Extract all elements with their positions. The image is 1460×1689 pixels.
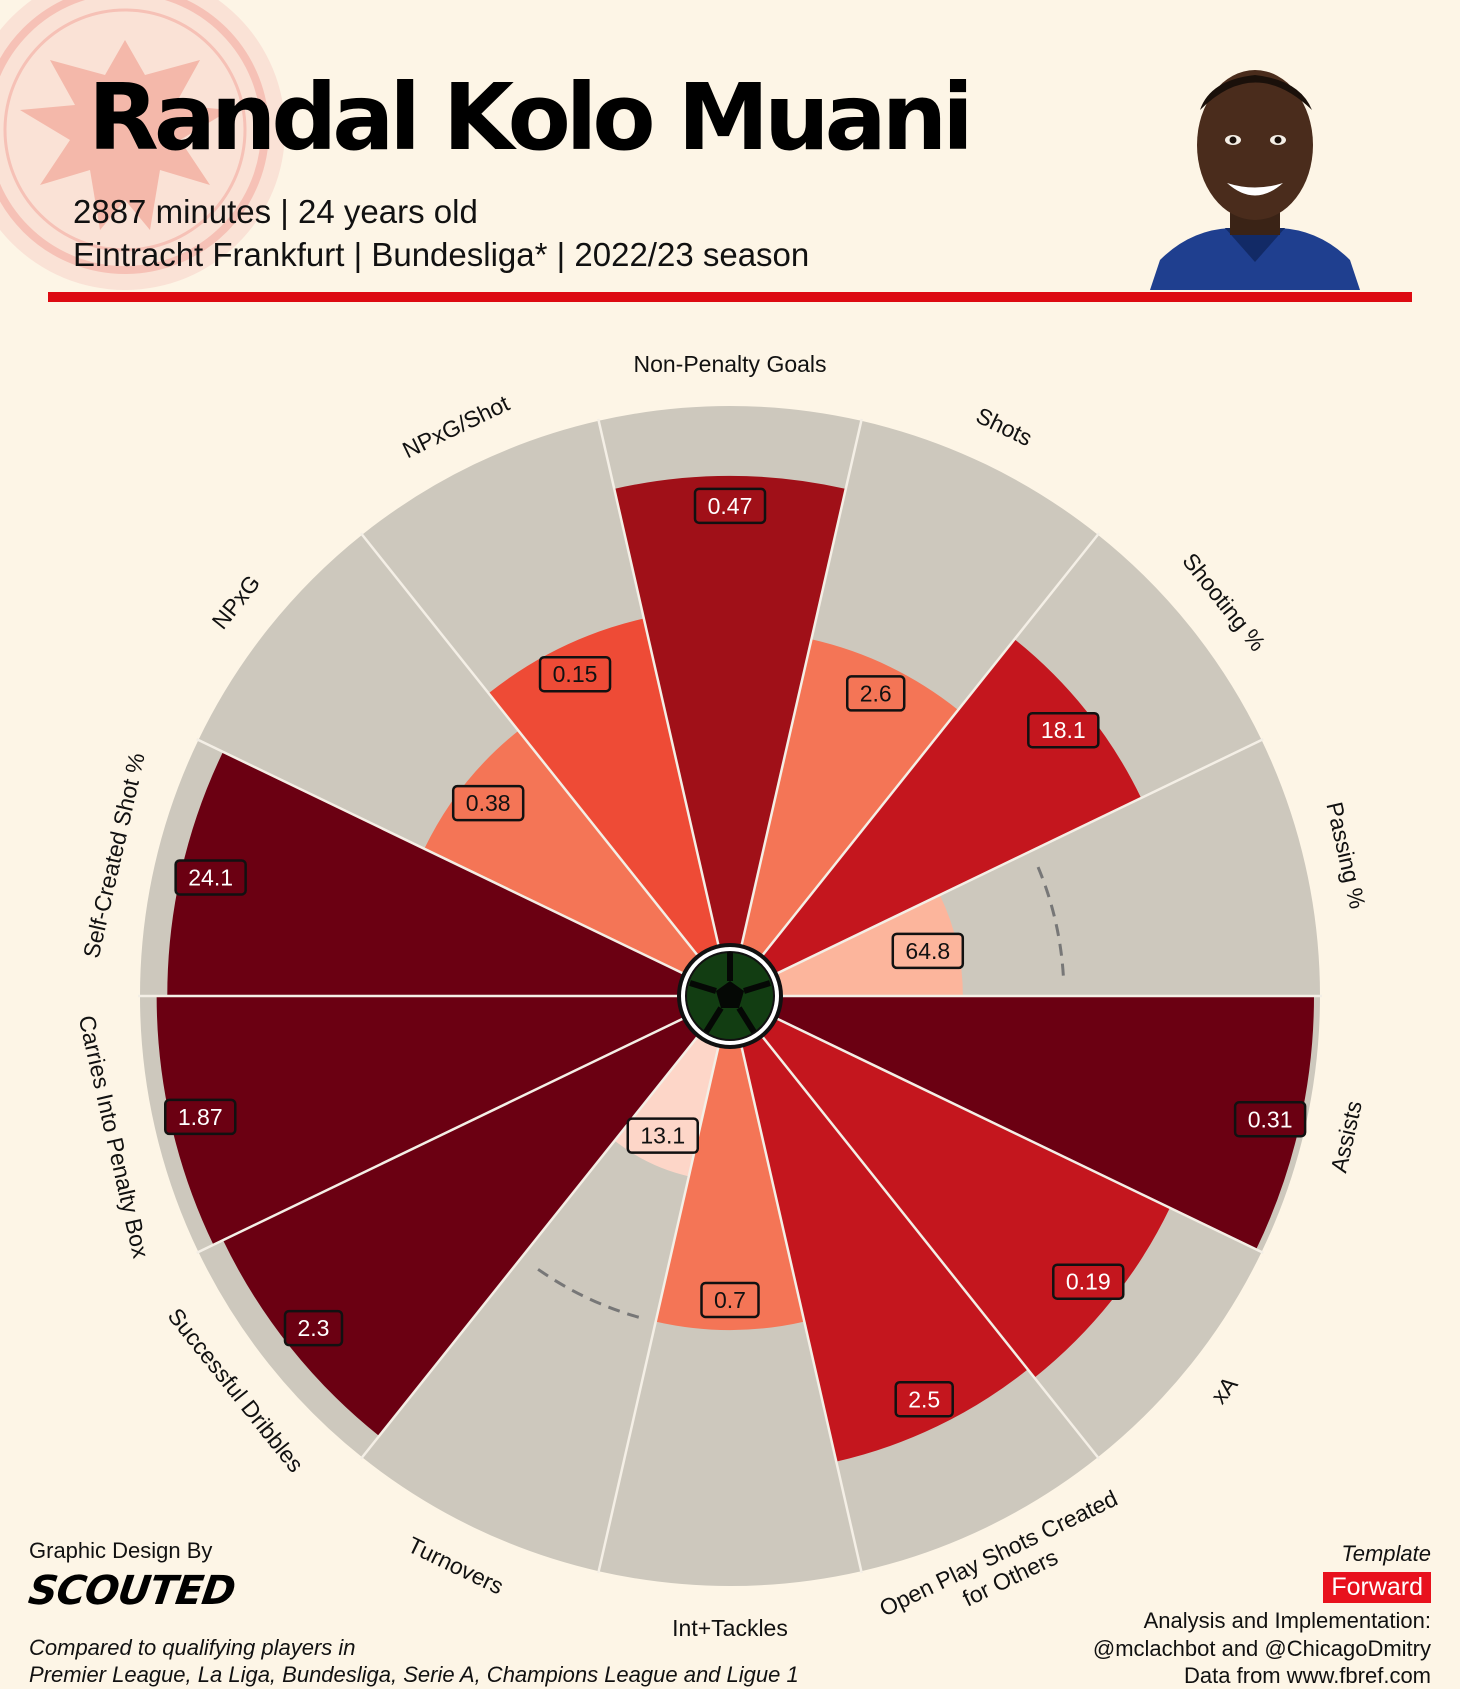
value-label-self-created-shot: 24.1 [188,864,233,890]
value-box-xa [1052,1263,1125,1300]
wedge-separator [729,532,1101,997]
metric-label-self-created-shot: Self-Created Shot % [78,750,150,960]
metric-label-text: NPxG [207,570,266,634]
bar-npxg-shot [488,618,719,956]
value-box-int-tackles [700,1281,760,1319]
value-box-turnovers [626,1117,699,1154]
metric-label-non-penalty-goals: Non-Penalty Goals [633,351,826,377]
template-label: Template [1341,1541,1431,1566]
value-box-self-created-shot [174,859,247,896]
value-label-npxg: 0.38 [466,790,511,816]
metric-label-npxg-shot: NPxG/Shot [398,390,513,464]
football-icon [677,943,783,1049]
comparison-note-line1: Compared to qualifying players in [29,1635,356,1660]
metric-label-text: Turnovers [404,1531,508,1599]
value-label-passing: 64.8 [905,938,950,964]
scouted-logo: SCOUTED [25,1568,238,1614]
player-team-season: Eintracht Frankfurt | Bundesliga* | 2022… [73,236,810,273]
value-box-npxg-shot [538,655,612,693]
bar-non-penalty-goals [614,475,846,946]
wedge-separator [597,995,732,1574]
average-line-passing [1036,866,1065,979]
pizza-chart: 0.47 2.6 18.1 64.8 0.31 0.19 2.5 0.7 13.1 2.3 1.87… [74,351,1371,1640]
metric-label-passing: Passing % [1321,800,1371,912]
metric-label-int-tackles: Int+Tackles [672,1615,788,1640]
analysis-credit-label: Analysis and Implementation: [1143,1608,1431,1633]
wedge-separator [597,418,732,997]
value-label-open-play-shots-created-for-others: 2.5 [908,1386,940,1412]
value-box-carries-into-penalty-box [164,1098,237,1136]
value-box-shooting [1027,711,1100,749]
template-badge: Forward [1323,1572,1431,1603]
metric-label-text: Carries Into Penalty Box [74,1013,155,1261]
metric-label-text: Self-Created Shot % [78,750,150,960]
value-label-turnovers: 13.1 [640,1123,685,1149]
value-box-non-penalty-goals [693,487,767,525]
value-box-passing [891,932,965,970]
value-box-assists [1233,1101,1307,1138]
value-box-npxg [451,784,525,822]
wedge-separator [359,532,731,997]
design-credit-label: Graphic Design By [29,1538,213,1563]
bar-shots [741,639,959,956]
wedge-separator [196,994,731,1254]
metric-label-turnovers: Turnovers [404,1531,508,1599]
eagle-crest-icon [0,0,285,290]
wedge-separator [359,995,731,1460]
metric-label-text: xA [1206,1371,1243,1409]
value-label-assists: 0.31 [1248,1106,1293,1132]
value-label-shooting: 18.1 [1041,717,1086,743]
metric-label-xa: xA [1206,1371,1243,1409]
bar-assists [776,996,1314,1250]
wedge-separator [729,995,1101,1460]
metric-label-shots: Shots [972,402,1036,451]
metric-label-text: Int+Tackles [672,1615,788,1640]
bar-int-tackles [655,1046,805,1330]
wedge-separator [728,995,863,1574]
value-box-shots [845,675,906,712]
metric-label-npxg: NPxG [207,570,266,634]
metric-label-carries-into-penalty-box: Carries Into Penalty Box [74,1013,155,1261]
analysis-credit-authors: @mclachbot and @ChicagoDmitry [1092,1636,1431,1661]
value-label-int-tackles: 0.7 [714,1287,746,1313]
value-label-successful-dribbles: 2.3 [298,1315,330,1341]
wedge-separator [729,738,1264,998]
value-box-open-play-shots-created-for-others [894,1381,954,1418]
bar-self-created-shot [167,751,684,996]
metric-label-assists: Assists [1325,1098,1367,1175]
value-label-shots: 2.6 [860,680,892,706]
wedge-bg-turnovers [362,1036,719,1572]
bar-carries-into-penalty-box [156,996,684,1245]
average-line-turnovers [534,1266,640,1319]
wedge-separator [728,418,863,997]
value-label-npxg-shot: 0.15 [553,661,598,687]
metric-label-text: Assists [1325,1098,1367,1175]
bar-passing [776,894,963,996]
wedge-separator [729,994,1264,1254]
data-source-credit: Data from www.fbref.com [1184,1663,1431,1688]
player-name: Randal Kolo Muani [88,64,974,171]
player-photo-icon [1150,70,1360,290]
player-minutes-age: 2887 minutes | 24 years old [73,193,478,230]
value-box-successful-dribbles [283,1309,344,1347]
metric-label-text: NPxG/Shot [398,390,513,464]
value-label-carries-into-penalty-box: 1.87 [178,1104,223,1130]
wedge-separator [196,738,731,998]
header-divider [48,292,1412,302]
metric-label-text: Non-Penalty Goals [633,351,826,377]
metric-label-text: Passing % [1321,800,1371,912]
comparison-note-line2: Premier League, La Liga, Bundesliga, Ser… [29,1662,799,1687]
value-label-non-penalty-goals: 0.47 [708,493,753,519]
value-label-xa: 0.19 [1066,1269,1111,1295]
metric-label-text: Shots [972,402,1036,451]
